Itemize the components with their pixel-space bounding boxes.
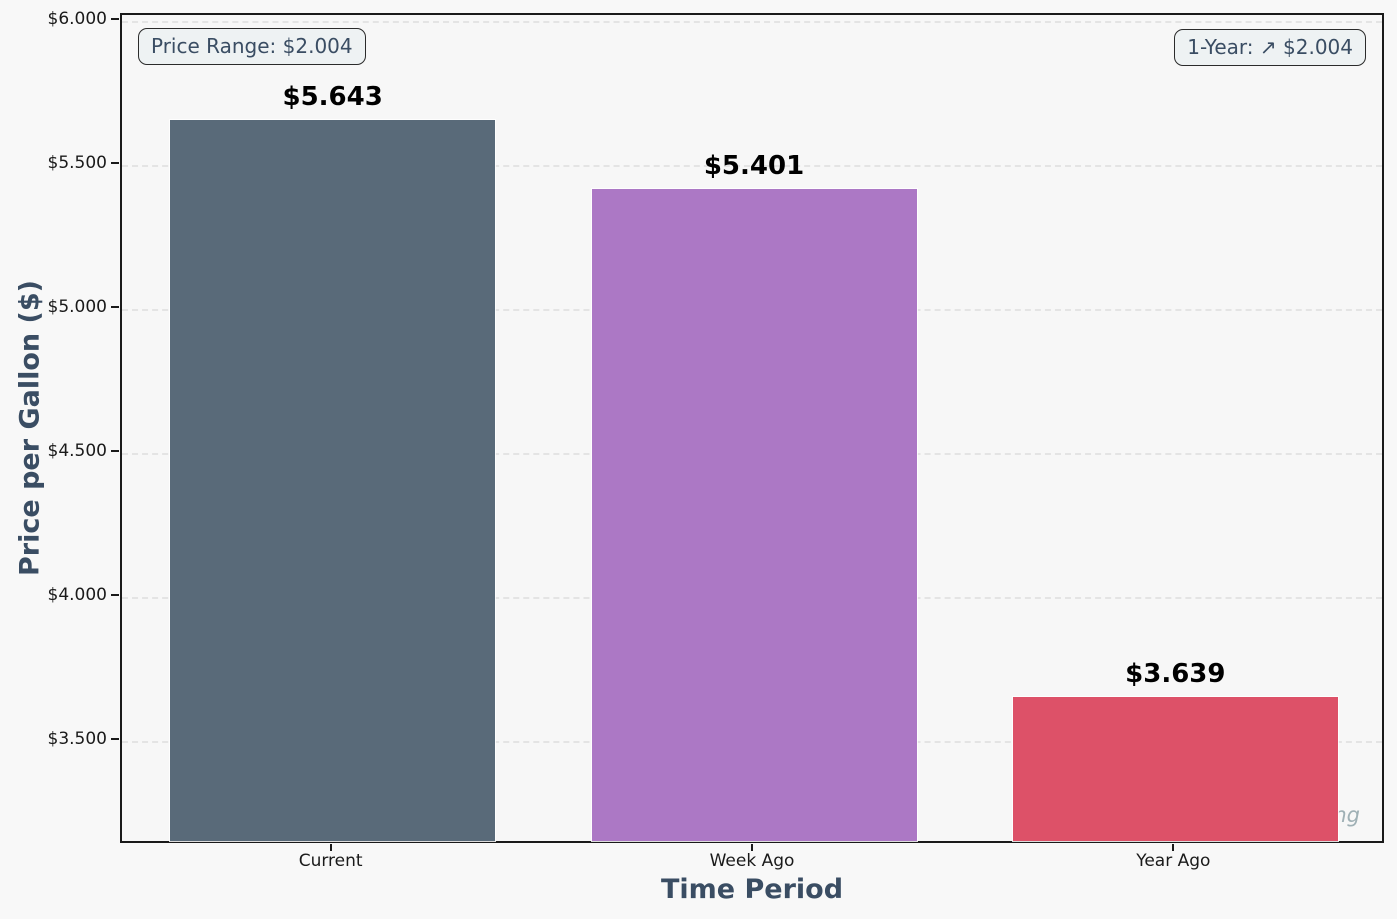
bar-year-ago [1013, 697, 1338, 841]
y-tick-label: $4.500 [47, 441, 107, 462]
bar-value-label: $5.401 [703, 151, 805, 182]
x-tick-mark [329, 844, 332, 851]
y-tick-label: $5.500 [47, 152, 107, 173]
bar-value-label: $5.643 [282, 81, 383, 112]
x-axis-title: Time Period [660, 874, 844, 905]
bar-week-ago [592, 189, 917, 841]
y-axis-title: Price per Gallon ($) [14, 280, 46, 576]
gridline [122, 20, 1382, 23]
x-tick-label: Week Ago [709, 851, 795, 871]
y-tick-mark [111, 305, 119, 308]
y-tick-label: $4.000 [47, 585, 107, 606]
y-tick-label: $5.000 [47, 296, 107, 317]
x-tick-label: Year Ago [1136, 851, 1211, 871]
y-tick-mark [111, 161, 119, 164]
x-tick-mark [751, 844, 753, 851]
gridline [122, 164, 1382, 167]
bar-value-label: $3.639 [1125, 659, 1226, 690]
plot-area: Price Range: $2.004 1-Year: ↗ $2.004 Dat… [120, 13, 1384, 843]
x-tick-mark [1172, 844, 1175, 851]
y-tick-mark [111, 594, 119, 597]
one-year-change-annotation: 1-Year: ↗ $2.004 [1174, 29, 1366, 66]
y-tick-mark [111, 738, 119, 741]
bar-current [170, 119, 495, 841]
price-range-annotation: Price Range: $2.004 [138, 28, 366, 65]
y-tick-mark [111, 450, 119, 453]
x-tick-label: Current [298, 851, 363, 871]
y-tick-label: $3.500 [47, 729, 107, 750]
y-tick-label: $6.000 [47, 8, 107, 29]
y-tick-mark [111, 17, 119, 20]
